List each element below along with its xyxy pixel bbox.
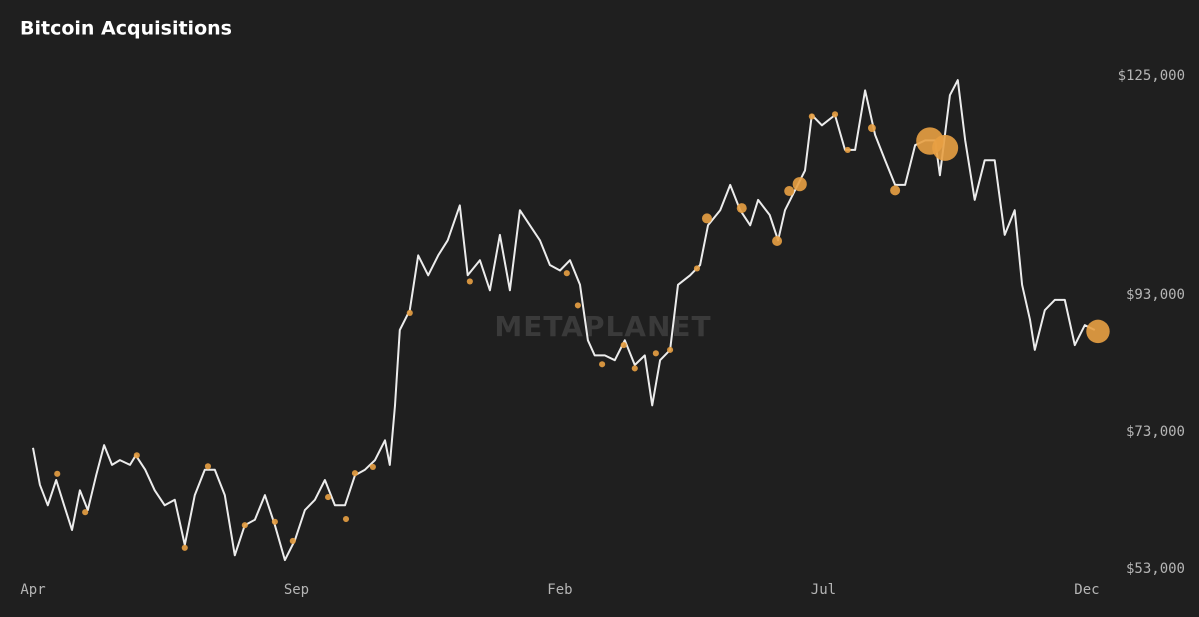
acquisition-bubble	[1086, 319, 1110, 344]
acquisition-bubble	[342, 515, 350, 523]
acquisition-bubble	[325, 494, 332, 501]
acquisition-bubble	[831, 111, 839, 118]
acquisition-bubble	[369, 463, 376, 471]
acquisition-bubble	[736, 203, 747, 214]
acquisition-bubble	[271, 518, 278, 525]
acquisition-bubble	[652, 350, 659, 357]
acquisition-bubble	[693, 265, 701, 272]
acquisition-bubble	[620, 342, 627, 349]
y-tick-label: $125,000	[1118, 68, 1185, 84]
acquisition-bubble	[351, 470, 359, 477]
acquisition-bubble	[701, 213, 712, 224]
acquisition-bubble	[808, 113, 815, 120]
acquisition-bubble	[574, 302, 581, 309]
acquisition-bubble	[466, 278, 473, 285]
x-tick-label: Sep	[284, 582, 309, 598]
acquisition-bubble	[82, 509, 89, 516]
y-tick-label: $73,000	[1126, 424, 1185, 440]
x-tick-label: Jul	[811, 582, 836, 598]
acquisition-bubble	[54, 470, 61, 477]
acquisition-bubble	[181, 544, 188, 551]
acquisition-bubble	[932, 134, 959, 161]
y-tick-label: $93,000	[1126, 287, 1185, 303]
acquisition-bubble	[204, 463, 212, 470]
acquisition-bubble	[289, 537, 296, 544]
watermark: METAPLANET	[494, 310, 711, 343]
acquisition-bubble	[241, 522, 248, 529]
acquisition-bubble	[792, 177, 807, 192]
acquisition-bubble	[667, 346, 674, 353]
acquisition-bubble	[867, 124, 876, 132]
x-tick-label: Dec	[1074, 582, 1099, 598]
acquisition-bubble	[563, 270, 570, 277]
x-tick-label: Apr	[20, 582, 45, 598]
acquisition-bubble	[631, 365, 638, 372]
x-tick-label: Feb	[547, 582, 572, 598]
acquisition-bubble	[599, 361, 606, 368]
acquisition-bubble	[772, 236, 783, 247]
acquisition-bubble	[890, 185, 901, 196]
acquisition-bubble	[406, 309, 413, 316]
acquisition-bubble	[844, 146, 851, 154]
chart-title: Bitcoin Acquisitions	[20, 18, 232, 40]
y-tick-label: $53,000	[1126, 561, 1185, 577]
acquisition-bubble	[133, 452, 140, 459]
acquisition-bubble	[784, 186, 795, 197]
